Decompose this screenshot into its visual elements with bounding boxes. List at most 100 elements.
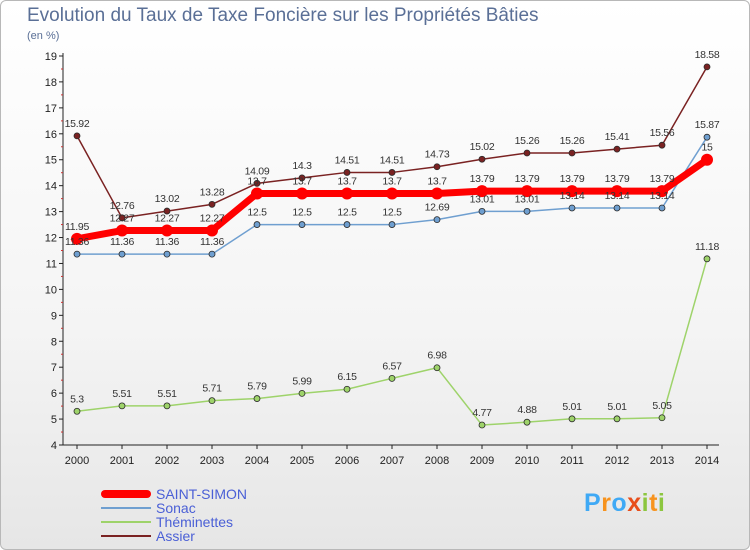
data-label: 13.14 xyxy=(560,190,585,202)
data-label: 11.36 xyxy=(65,236,89,248)
x-tick-label: 2006 xyxy=(335,455,359,467)
data-point xyxy=(703,133,711,141)
data-label: 15 xyxy=(701,142,713,154)
data-point xyxy=(253,179,261,187)
data-point xyxy=(73,250,81,258)
data-point xyxy=(478,421,486,429)
data-point xyxy=(656,185,668,198)
data-point xyxy=(163,402,171,410)
data-label: 6.57 xyxy=(382,360,402,372)
logo-letter: o xyxy=(611,489,628,517)
legend-swatch xyxy=(101,490,151,498)
data-label: 13.79 xyxy=(470,173,495,185)
data-point xyxy=(523,418,531,426)
y-tick-label: 19 xyxy=(45,51,57,63)
data-point xyxy=(613,145,621,153)
data-point xyxy=(703,255,711,263)
x-tick-label: 2004 xyxy=(245,455,269,467)
legend-label: Théminettes xyxy=(156,514,234,530)
data-point xyxy=(478,155,486,163)
data-point xyxy=(253,395,261,402)
data-point xyxy=(163,250,171,258)
data-label: 15.56 xyxy=(650,127,675,139)
data-point xyxy=(433,163,441,171)
data-label: 13.7 xyxy=(247,175,267,187)
data-label: 13.14 xyxy=(650,190,675,202)
x-tick-label: 2001 xyxy=(110,455,134,467)
chart-title: Evolution du Taux de Taxe Foncière sur l… xyxy=(27,5,539,26)
x-tick-label: 2011 xyxy=(560,455,584,467)
data-point xyxy=(386,187,398,200)
data-point xyxy=(658,414,666,422)
data-point xyxy=(341,187,353,200)
legend-label: Sonac xyxy=(156,500,196,516)
data-label: 5.51 xyxy=(157,388,177,400)
data-label: 12.27 xyxy=(200,213,225,225)
data-label: 5.01 xyxy=(562,401,582,413)
data-label: 18.58 xyxy=(695,49,720,61)
data-label: 15.26 xyxy=(515,135,540,147)
data-label: 13.79 xyxy=(650,173,675,185)
data-point xyxy=(298,221,306,228)
proxiti-logo: Proxiti xyxy=(584,489,665,518)
data-label: 13.01 xyxy=(515,193,540,205)
data-point xyxy=(161,224,173,237)
data-point xyxy=(388,221,396,228)
data-label: 11.36 xyxy=(110,236,134,248)
legend-swatch xyxy=(101,521,151,523)
unit-label: (en %) xyxy=(27,30,60,42)
data-label: 13.7 xyxy=(337,175,357,187)
logo-letter: x xyxy=(627,489,642,517)
data-point xyxy=(476,185,488,198)
y-tick-label: 7 xyxy=(51,362,57,374)
x-tick-label: 2003 xyxy=(200,455,224,467)
data-label: 15.87 xyxy=(695,119,720,131)
data-label: 12.27 xyxy=(155,213,180,225)
y-tick-label: 12 xyxy=(45,233,57,245)
data-label: 14.73 xyxy=(425,149,450,161)
data-label: 13.79 xyxy=(605,173,630,185)
y-tick-label: 14 xyxy=(45,181,57,193)
data-point xyxy=(251,187,263,200)
data-label: 13.79 xyxy=(560,173,585,185)
data-point xyxy=(343,385,351,393)
data-point xyxy=(208,250,216,258)
data-label: 13.28 xyxy=(200,186,225,198)
data-label: 13.79 xyxy=(515,173,540,185)
data-point xyxy=(298,389,306,397)
data-label: 11.18 xyxy=(695,241,719,253)
logo-letter: t xyxy=(649,489,658,517)
legend-label: SAINT-SIMON xyxy=(156,486,248,502)
data-point xyxy=(613,415,621,423)
data-label: 14.51 xyxy=(335,154,360,166)
data-point xyxy=(208,200,216,208)
data-label: 13.01 xyxy=(470,193,495,205)
legend-swatch xyxy=(101,507,151,509)
data-point xyxy=(208,397,216,405)
data-point xyxy=(343,169,351,176)
y-tick-label: 6 xyxy=(51,388,57,400)
data-point xyxy=(71,232,83,245)
data-point xyxy=(73,407,81,415)
data-label: 5.99 xyxy=(292,375,312,387)
data-label: 5.01 xyxy=(607,401,627,413)
logo-letter: r xyxy=(601,489,612,517)
y-tick-label: 10 xyxy=(45,284,57,296)
data-label: 12.69 xyxy=(425,202,450,214)
data-point xyxy=(613,204,621,212)
data-label: 12.5 xyxy=(337,207,357,219)
data-point xyxy=(343,221,351,228)
y-tick-label: 15 xyxy=(45,155,57,167)
data-label: 12.5 xyxy=(247,207,267,219)
data-point xyxy=(116,224,128,237)
y-tick-label: 13 xyxy=(45,207,57,219)
y-tick-label: 18 xyxy=(45,77,57,89)
data-label: 11.95 xyxy=(65,221,89,233)
data-point xyxy=(118,250,126,258)
data-label: 12.27 xyxy=(110,213,135,225)
data-point xyxy=(701,153,713,166)
data-point xyxy=(118,402,126,410)
data-label: 11.36 xyxy=(200,236,224,248)
